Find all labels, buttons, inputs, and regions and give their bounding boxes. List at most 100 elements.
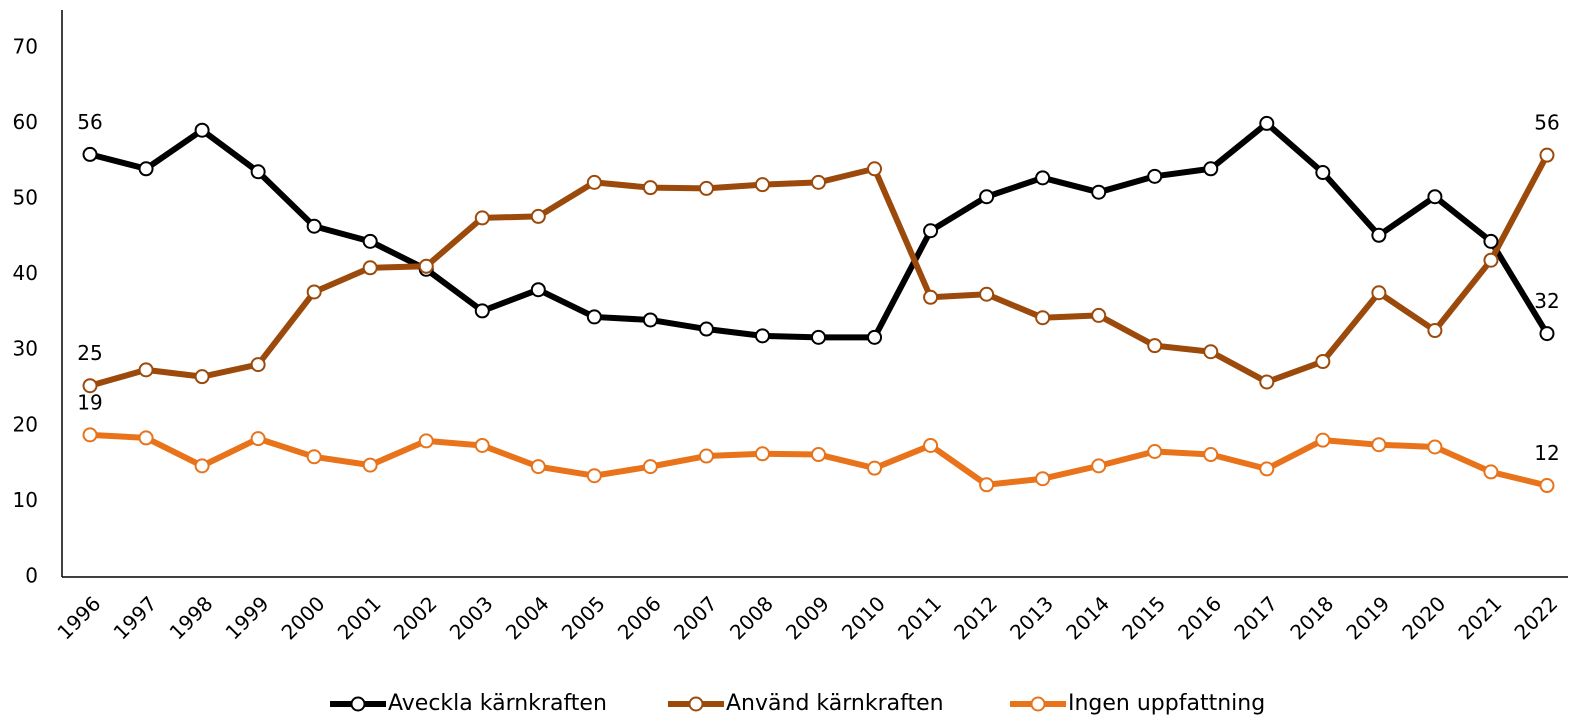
marker — [194, 369, 210, 385]
marker — [1539, 326, 1555, 342]
x-tick-label: 2020 — [1397, 591, 1450, 644]
marker — [642, 180, 658, 196]
marker — [138, 430, 154, 446]
marker — [418, 258, 434, 274]
legend-item: Använd kärnkraften — [668, 691, 944, 716]
marker — [1203, 161, 1219, 177]
x-tick-label: 2005 — [557, 591, 610, 644]
marker — [979, 477, 995, 493]
x-tick-label: 2001 — [333, 591, 386, 644]
marker — [1315, 432, 1331, 448]
data-label: 56 — [77, 110, 102, 134]
x-tick-label: 2017 — [1229, 591, 1282, 644]
marker — [586, 468, 602, 484]
x-tick-label: 2011 — [893, 591, 946, 644]
marker — [362, 457, 378, 473]
marker — [867, 460, 883, 476]
marker — [1483, 464, 1499, 480]
marker — [979, 189, 995, 205]
legend-marker — [1030, 696, 1046, 712]
marker — [1203, 447, 1219, 463]
marker — [1035, 170, 1051, 186]
x-tick-label: 2004 — [501, 591, 554, 644]
legend-item: Ingen uppfattning — [1010, 691, 1265, 716]
y-tick-label: 30 — [13, 337, 38, 361]
legend-marker — [350, 696, 366, 712]
marker — [1427, 189, 1443, 205]
marker — [1147, 444, 1163, 460]
marker — [1091, 458, 1107, 474]
x-tick-label: 2009 — [781, 591, 834, 644]
marker — [1147, 338, 1163, 354]
x-tick-label: 2013 — [1005, 591, 1058, 644]
marker — [698, 448, 714, 464]
marker — [1371, 227, 1387, 243]
x-tick-label: 1997 — [109, 591, 162, 644]
marker — [642, 312, 658, 328]
y-tick-label: 10 — [13, 488, 38, 512]
legend-label: Använd kärnkraften — [726, 691, 944, 716]
legend-item: Aveckla kärnkraften — [330, 691, 607, 716]
marker — [1091, 184, 1107, 200]
marker — [1147, 168, 1163, 184]
marker — [586, 309, 602, 325]
marker — [1035, 310, 1051, 326]
legend-marker — [688, 696, 704, 712]
y-tick-label: 0 — [25, 564, 38, 588]
x-tick-label: 2010 — [837, 591, 890, 644]
marker — [867, 329, 883, 345]
legend-label: Ingen uppfattning — [1068, 691, 1265, 716]
marker — [923, 223, 939, 239]
x-tick-label: 2002 — [389, 591, 442, 644]
y-tick-label: 70 — [13, 34, 38, 58]
marker — [1259, 115, 1275, 131]
marker — [362, 233, 378, 249]
marker — [1259, 461, 1275, 477]
x-tick-label: 2000 — [277, 591, 330, 644]
marker — [362, 260, 378, 276]
marker — [250, 431, 266, 447]
marker — [1371, 285, 1387, 301]
marker — [82, 427, 98, 443]
marker — [474, 210, 490, 226]
data-label: 19 — [77, 390, 102, 414]
x-tick-label: 2015 — [1117, 591, 1170, 644]
x-tick-label: 2016 — [1173, 591, 1226, 644]
marker — [1427, 439, 1443, 455]
marker — [698, 321, 714, 337]
x-tick-label: 2019 — [1341, 591, 1394, 644]
marker — [1483, 233, 1499, 249]
x-tick-label: 2018 — [1285, 591, 1338, 644]
marker — [306, 284, 322, 300]
marker — [1203, 344, 1219, 360]
marker — [1091, 307, 1107, 323]
marker — [530, 282, 546, 298]
marker — [194, 122, 210, 138]
data-label: 25 — [77, 341, 102, 365]
data-label: 32 — [1534, 289, 1559, 313]
x-tick-label: 2022 — [1509, 591, 1562, 644]
marker — [642, 459, 658, 475]
marker — [1539, 147, 1555, 163]
marker — [138, 362, 154, 378]
y-tick-label: 60 — [13, 110, 38, 134]
x-tick-label: 1999 — [221, 591, 274, 644]
marker — [250, 164, 266, 180]
marker — [82, 378, 98, 394]
marker — [811, 329, 826, 345]
marker — [1035, 471, 1051, 487]
marker — [923, 289, 939, 305]
marker — [82, 146, 98, 162]
marker — [1539, 478, 1555, 494]
marker — [1259, 374, 1275, 390]
marker — [1483, 252, 1499, 268]
legend-label: Aveckla kärnkraften — [388, 691, 607, 716]
marker — [867, 161, 883, 177]
x-tick-label: 2014 — [1061, 591, 1114, 644]
y-tick-label: 20 — [13, 412, 38, 436]
marker — [418, 433, 434, 449]
x-tick-label: 2008 — [725, 591, 778, 644]
x-tick-label: 2012 — [949, 591, 1002, 644]
marker — [194, 458, 210, 474]
